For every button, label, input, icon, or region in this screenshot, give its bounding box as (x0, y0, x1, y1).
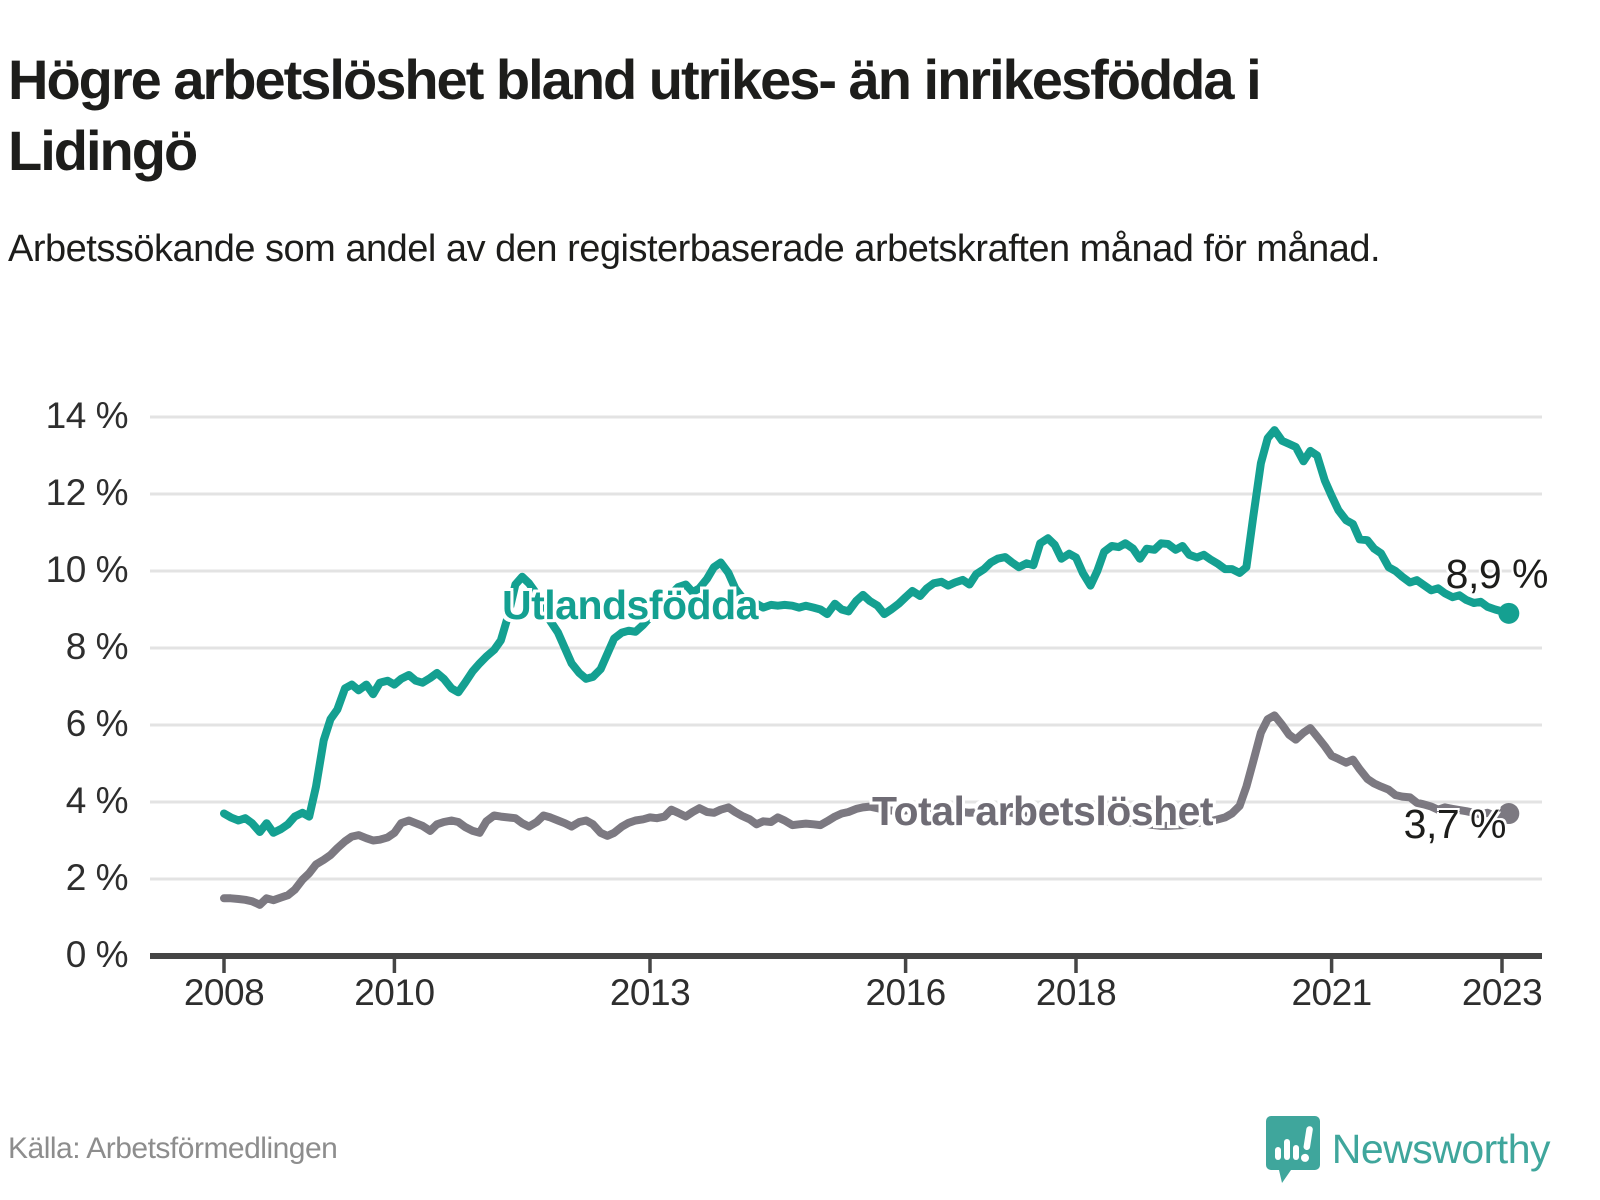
source-note: Källa: Arbetsförmedlingen (8, 1132, 338, 1165)
line-series-0 (220, 426, 1513, 837)
end-value-utlandsfodda: 8,9 % (1445, 551, 1549, 597)
newsworthy-logo-icon (1265, 1116, 1320, 1183)
logo-bar-2 (1283, 1139, 1290, 1160)
y-tick-label-4: 4 % (65, 780, 129, 821)
y-tick-label-8: 8 % (65, 626, 129, 667)
newsworthy-brand: Newsworthy (1265, 1114, 1551, 1184)
y-tick-label-14: 14 % (45, 395, 129, 436)
logo-exclamation (1300, 1126, 1313, 1162)
y-tick-label-10: 10 % (45, 549, 129, 590)
end-value-total: 3,7 % (1403, 801, 1507, 847)
end-dot-series-0 (1498, 602, 1520, 624)
x-tick-label-2010: 2010 (354, 972, 435, 1013)
series-label-utlandsfodda: Utlandsfödda (502, 582, 758, 628)
brand-wordmark: Newsworthy (1331, 1125, 1551, 1172)
end-dot-series-1 (1498, 803, 1520, 825)
logo-bar-3 (1292, 1145, 1299, 1160)
x-tick-label-2013: 2013 (609, 972, 691, 1013)
x-tick-label-2016: 2016 (865, 972, 946, 1013)
line-series-1 (220, 711, 1513, 909)
x-tick-label-2018: 2018 (1035, 972, 1117, 1013)
x-tick-label-2021: 2021 (1291, 972, 1372, 1013)
series-label-total-arbetsloshet: Total arbetslöshet (872, 788, 1214, 834)
y-tick-label-2: 2 % (65, 857, 129, 898)
x-tick-label-2008: 2008 (183, 972, 265, 1013)
y-tick-label-12: 12 % (45, 472, 129, 513)
x-tick-label-2023: 2023 (1461, 972, 1543, 1013)
y-tick-label-0: 0 % (65, 934, 129, 975)
chart-subtitle: Arbetssökande som andel av den registerb… (8, 228, 1381, 270)
logo-bar-1 (1274, 1147, 1281, 1160)
page-title: Högre arbetslöshet bland utrikes- än inr… (8, 47, 1262, 183)
y-tick-label-6: 6 % (65, 703, 129, 744)
